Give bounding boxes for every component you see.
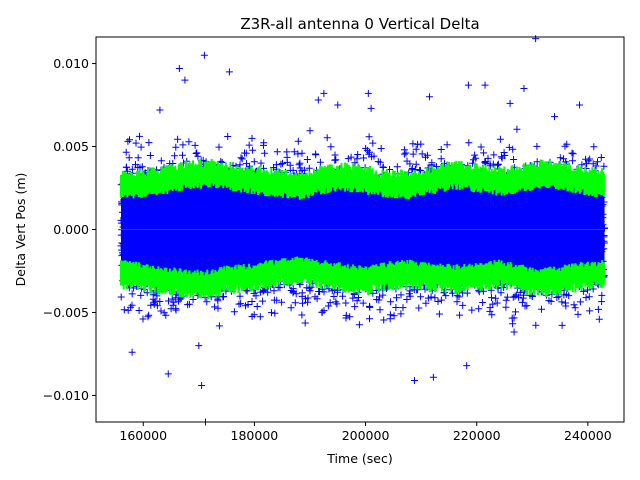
y-tick-label-2: 0.000 [53, 222, 89, 237]
outlier-point-7 [225, 68, 233, 76]
series-inner-band [120, 158, 605, 300]
outlier-point-5 [200, 51, 208, 59]
outlier-point-11 [364, 89, 372, 97]
x-tick-label-0: 160000 [119, 428, 167, 443]
outlier-point-19 [520, 84, 528, 92]
outlier-point-9 [314, 96, 322, 104]
outlier-point-20 [532, 35, 540, 43]
outlier-point-22 [576, 101, 584, 109]
x-axis: 160000 180000 200000 220000 240000 [119, 422, 612, 443]
plot-area [117, 35, 608, 426]
outlier-point-3 [181, 76, 189, 84]
outlier-point-24 [128, 348, 136, 356]
y-axis-label: Delta Vert Pos (m) [13, 173, 28, 287]
outlier-point-14 [425, 93, 433, 101]
x-tick-label-1: 180000 [231, 428, 279, 443]
x-tick-label-2: 200000 [342, 428, 390, 443]
outlier-point-12 [367, 104, 375, 112]
y-tick-label-4: 0.010 [53, 56, 89, 71]
outlier-point-16 [464, 81, 472, 89]
x-tick-label-3: 220000 [453, 428, 501, 443]
outlier-point-0 [156, 106, 164, 114]
chart-title: Z3R-all antenna 0 Vertical Delta [240, 15, 479, 33]
outlier-point-2 [175, 65, 183, 73]
outlier-point-4 [198, 381, 206, 389]
outlier-point-10 [334, 101, 342, 109]
outlier-point-8 [320, 89, 328, 97]
x-axis-label: Time (sec) [326, 451, 392, 466]
outlier-point-17 [463, 362, 471, 370]
outlier-point-13 [410, 377, 418, 385]
outlier-point-18 [481, 81, 489, 89]
y-tick-label-3: 0.005 [53, 139, 89, 154]
outlier-point-1 [164, 370, 172, 378]
outlier-point-23 [195, 342, 203, 350]
outlier-point-15 [429, 373, 437, 381]
series-outer-points [117, 35, 608, 426]
outlier-point-21 [551, 113, 559, 121]
y-tick-label-1: −0.005 [43, 305, 89, 320]
x-tick-label-4: 240000 [564, 428, 612, 443]
y-tick-label-0: −0.010 [43, 388, 89, 403]
outlier-point-25 [506, 99, 514, 107]
outer-points-core [121, 170, 605, 287]
inner-band-upper [120, 158, 605, 200]
y-axis: −0.010 −0.005 0.000 0.005 0.010 [43, 56, 96, 403]
inner-band-lower [120, 256, 605, 300]
